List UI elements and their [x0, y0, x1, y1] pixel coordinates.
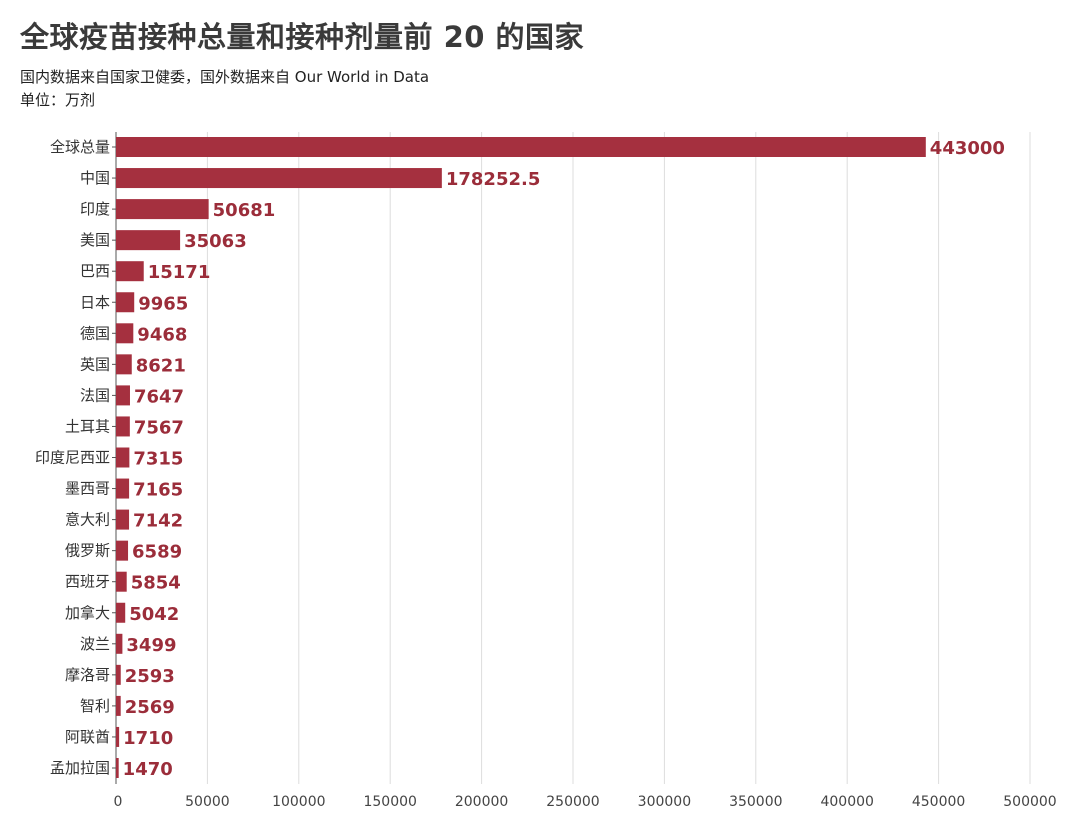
category-label: 全球总量	[50, 138, 110, 156]
value-label: 15171	[148, 262, 211, 283]
category-label: 美国	[80, 231, 110, 249]
bar	[116, 602, 126, 623]
bar	[116, 168, 442, 189]
category-label: 土耳其	[65, 417, 110, 435]
x-tick-label: 100000	[272, 794, 325, 810]
value-label: 1470	[123, 759, 173, 780]
category-label: 印度	[80, 200, 110, 218]
chart-unit: 单位：万剂	[20, 91, 96, 109]
value-label: 7647	[134, 386, 184, 407]
category-label: 智利	[80, 697, 110, 715]
value-label: 35063	[184, 231, 247, 252]
x-tick-label: 0	[114, 794, 123, 810]
category-label: 摩洛哥	[65, 666, 110, 684]
bar	[116, 726, 120, 747]
bar	[116, 354, 132, 375]
bar	[116, 447, 130, 468]
x-tick-label: 350000	[729, 794, 782, 810]
value-label: 1710	[123, 728, 173, 749]
value-label: 6589	[132, 542, 182, 563]
value-label: 5042	[129, 604, 179, 625]
category-label: 波兰	[80, 635, 110, 653]
category-label: 法国	[80, 386, 110, 404]
value-label: 7315	[133, 449, 183, 470]
bar	[116, 199, 209, 220]
bar	[116, 478, 130, 499]
value-label: 7142	[133, 511, 183, 532]
x-tick-label: 300000	[638, 794, 691, 810]
category-label: 意大利	[65, 511, 110, 529]
category-label: 西班牙	[65, 573, 110, 591]
bar	[116, 416, 130, 437]
category-label: 英国	[80, 355, 110, 373]
value-label: 9965	[138, 293, 188, 314]
value-label: 9468	[137, 324, 187, 345]
category-label: 墨西哥	[65, 480, 110, 498]
x-tick-label: 400000	[820, 794, 873, 810]
x-tick-label: 150000	[363, 794, 416, 810]
category-label: 俄罗斯	[65, 542, 110, 560]
category-label: 德国	[80, 324, 110, 342]
value-label: 3499	[126, 635, 176, 656]
bar	[116, 261, 144, 282]
category-label: 印度尼西亚	[35, 449, 110, 467]
chart-title: 全球疫苗接种总量和接种剂量前 20 的国家	[20, 20, 585, 54]
value-label: 50681	[213, 200, 276, 221]
bar	[116, 571, 127, 592]
x-tick-label: 500000	[1003, 794, 1056, 810]
category-label: 巴西	[80, 262, 110, 280]
x-tick-label: 50000	[185, 794, 230, 810]
chart-subtitle: 国内数据来自国家卫健委，国外数据来自 Our World in Data	[20, 68, 430, 86]
bar	[116, 137, 926, 157]
category-label: 阿联酋	[65, 728, 110, 746]
value-label: 8621	[136, 355, 186, 376]
bar	[116, 292, 135, 313]
bar	[116, 664, 121, 685]
bar	[116, 695, 121, 716]
value-label: 178252.5	[446, 169, 541, 190]
value-label: 2569	[125, 697, 175, 718]
value-label: 443000	[930, 138, 1005, 159]
bar	[116, 509, 130, 530]
value-label: 7165	[133, 480, 183, 501]
bar	[116, 385, 130, 406]
category-label: 中国	[80, 169, 110, 187]
bar	[116, 633, 123, 654]
x-tick-label: 200000	[455, 794, 508, 810]
value-label: 2593	[125, 666, 175, 687]
bar	[116, 758, 119, 778]
category-label: 孟加拉国	[50, 759, 110, 777]
category-label: 日本	[80, 293, 110, 311]
category-label: 加拿大	[65, 604, 110, 622]
bar	[116, 540, 129, 561]
x-tick-label: 250000	[546, 794, 599, 810]
x-tick-label: 450000	[912, 794, 965, 810]
bar	[116, 323, 134, 344]
bar	[116, 230, 181, 251]
value-label: 5854	[131, 573, 181, 594]
value-label: 7567	[134, 417, 184, 438]
